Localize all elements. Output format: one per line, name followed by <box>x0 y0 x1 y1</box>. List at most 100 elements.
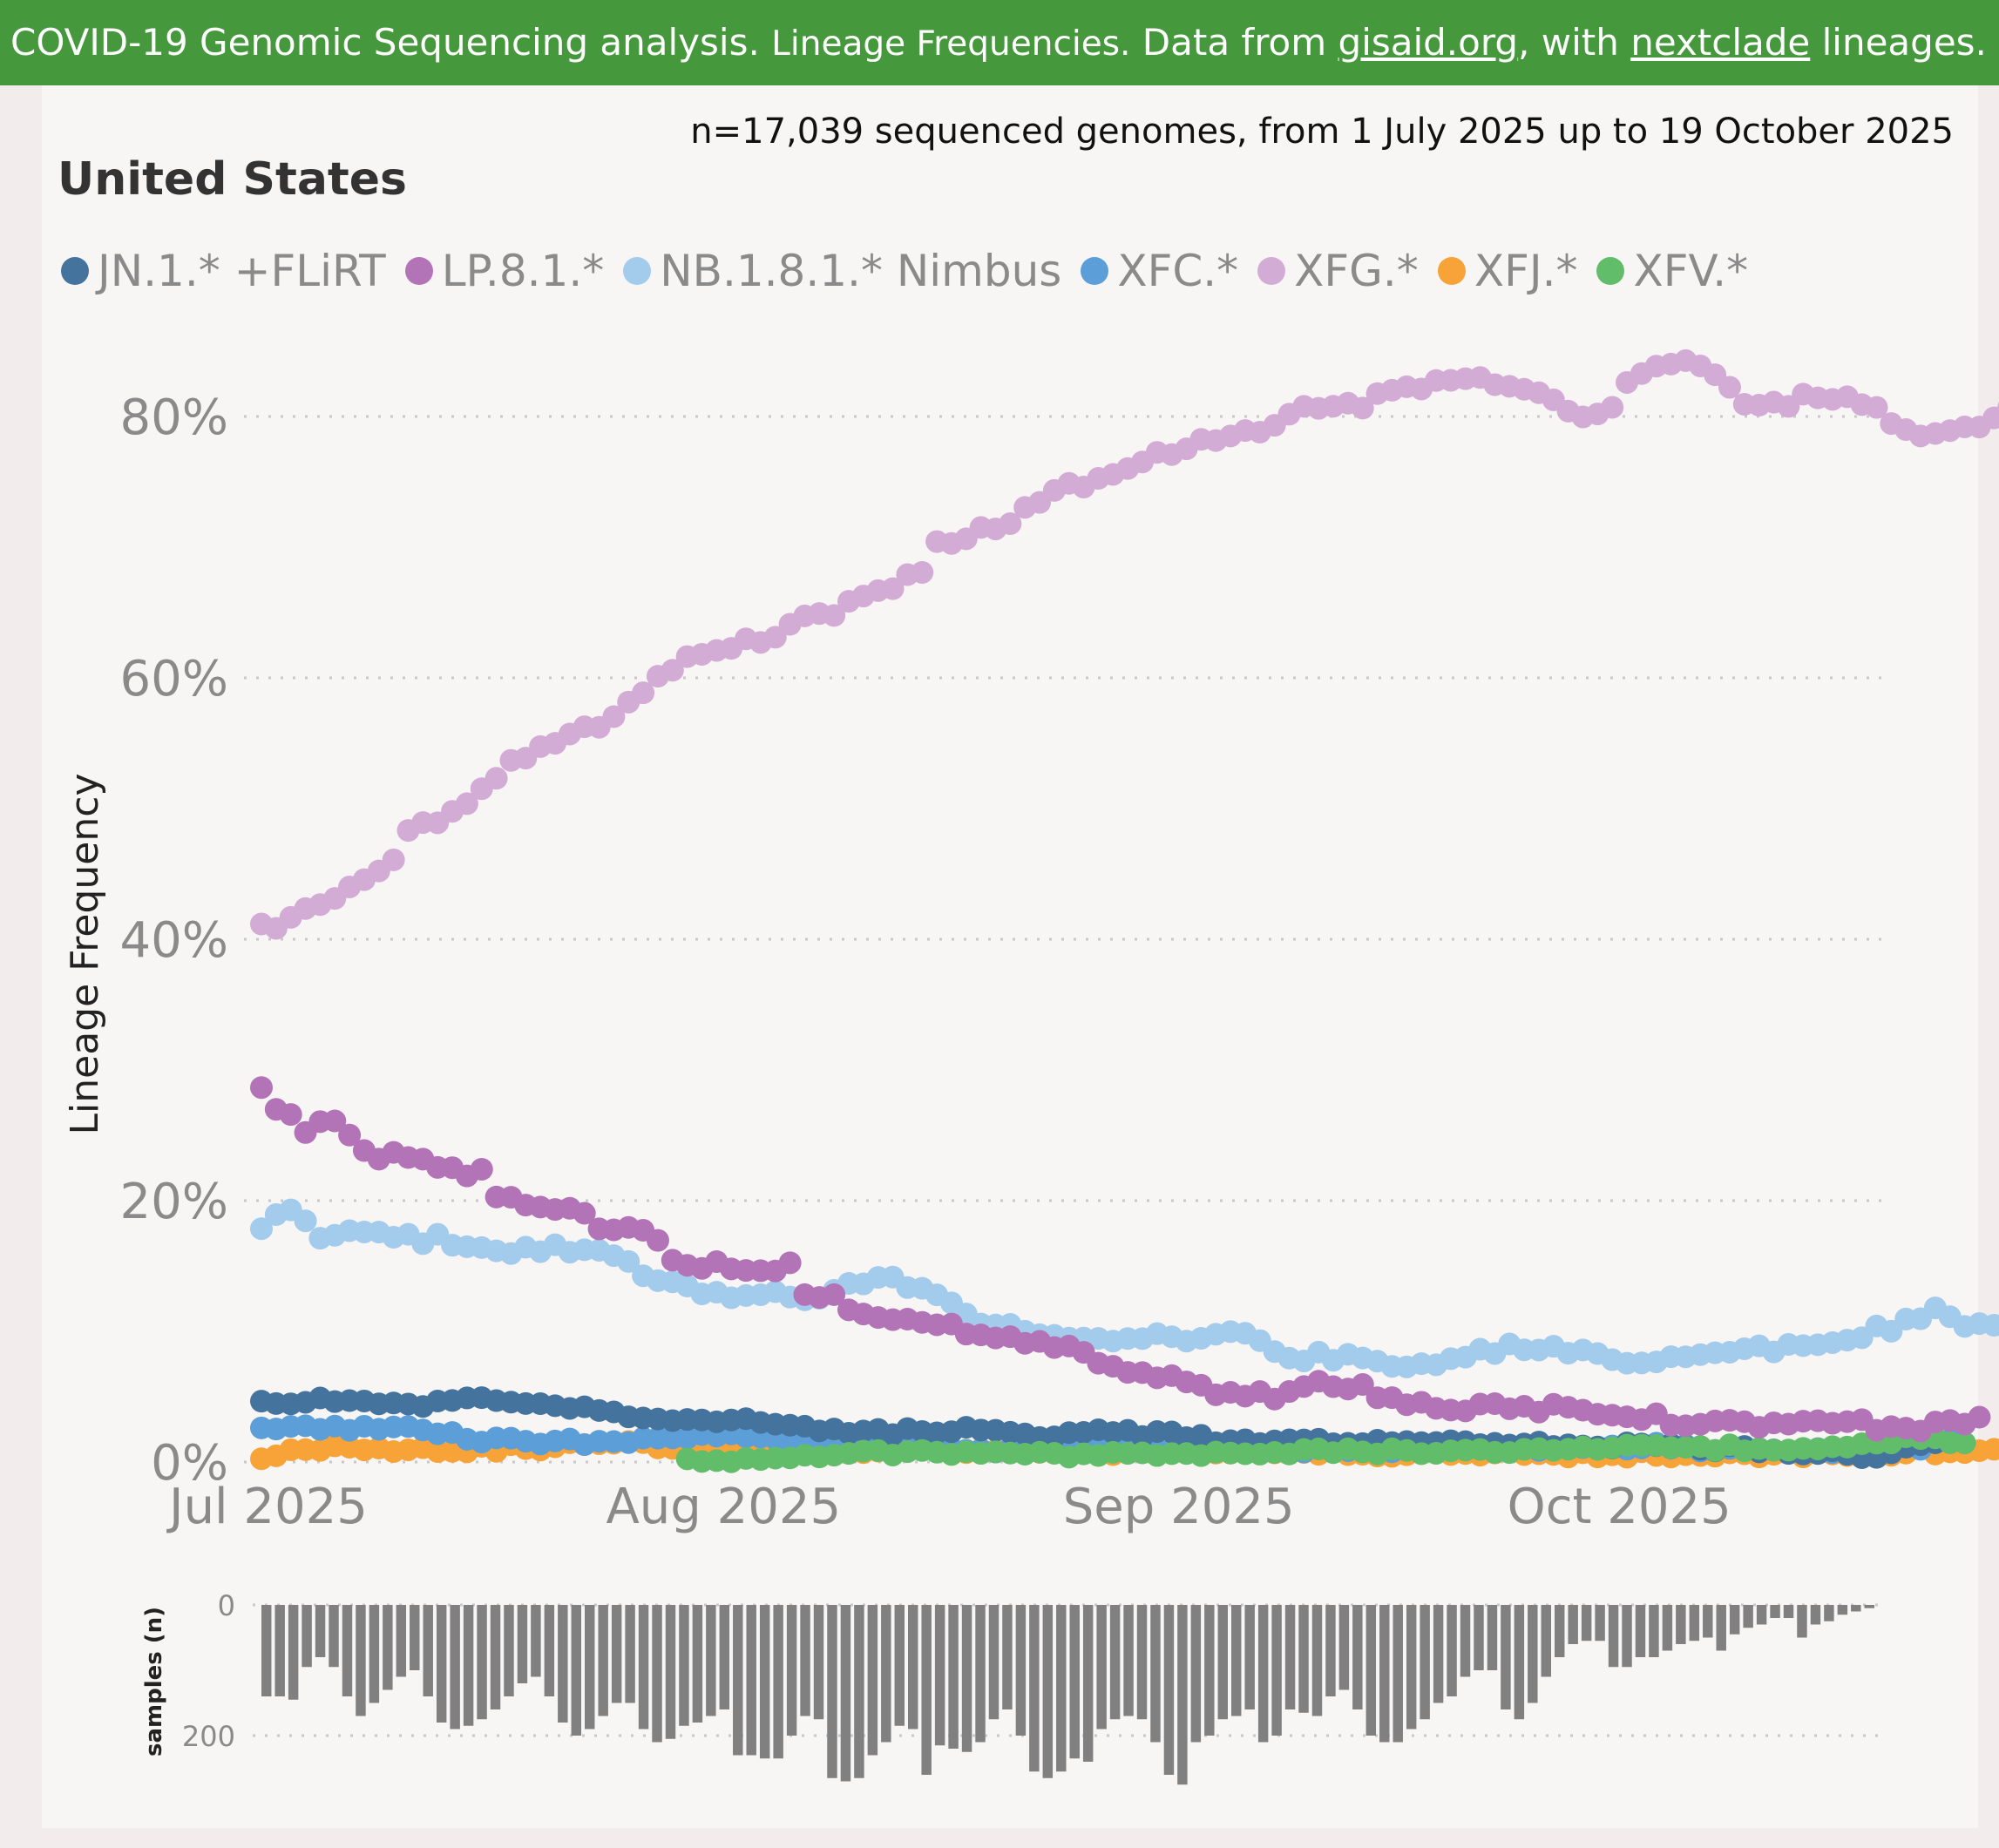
legend-marker <box>623 257 652 285</box>
sample-bar <box>1338 1605 1350 1690</box>
sample-bar <box>1204 1605 1215 1736</box>
point-nb-1-8-1-nimbus <box>617 1249 640 1273</box>
legend-item[interactable]: XFV.* <box>1596 246 1748 296</box>
sample-bar <box>504 1605 514 1696</box>
point-lp-8-1 <box>338 1123 362 1147</box>
point-xfg <box>632 681 655 705</box>
sample-bar <box>1501 1605 1511 1709</box>
sample-bar <box>800 1605 810 1716</box>
point-xfg <box>911 560 934 584</box>
legend-marker <box>404 257 433 285</box>
legend-item[interactable]: JN.1.* +FLiRT <box>61 246 386 296</box>
x-tick-label: Aug 2025 <box>606 1479 842 1535</box>
sample-bar <box>1810 1605 1821 1625</box>
sample-bar <box>773 1605 783 1759</box>
sample-bar <box>1029 1605 1040 1772</box>
sample-bar <box>1244 1605 1255 1709</box>
sample-bar <box>1743 1605 1753 1628</box>
sample-bar <box>894 1605 905 1726</box>
point-lp-8-1 <box>823 1283 846 1306</box>
legend: JN.1.* +FLiRT LP.8.1.* NB.1.8.1.* Nimbus… <box>61 240 1767 301</box>
sample-bar <box>1271 1605 1282 1736</box>
sample-bar <box>1325 1605 1336 1696</box>
gisaid-link[interactable]: gisaid.org <box>1338 21 1519 64</box>
sample-bar <box>1689 1605 1700 1642</box>
sample-bar <box>1069 1605 1080 1759</box>
sample-bar <box>1797 1605 1807 1638</box>
point-lp-8-1 <box>778 1251 802 1275</box>
sample-bar <box>1729 1605 1740 1635</box>
legend-marker <box>1437 257 1466 285</box>
sample-bar <box>1217 1605 1228 1720</box>
legend-item[interactable]: LP.8.1.* <box>404 246 604 296</box>
bars-y-tick-label: 200 <box>182 1720 235 1753</box>
legend-label: XFJ.* <box>1474 246 1578 296</box>
sample-bar <box>1649 1605 1659 1657</box>
sample-bar <box>1177 1605 1188 1785</box>
sample-bar <box>746 1605 756 1756</box>
point-lp-8-1 <box>1351 1373 1374 1397</box>
sample-bar <box>1824 1605 1834 1621</box>
sample-bar <box>356 1605 366 1716</box>
sample-bar <box>1056 1605 1067 1772</box>
sample-bar <box>369 1605 380 1703</box>
sample-bar <box>1770 1605 1780 1618</box>
y-tick-label: 40% <box>120 912 228 969</box>
sample-bar <box>1002 1605 1013 1709</box>
sample-bar <box>1257 1605 1269 1743</box>
sample-bar <box>598 1605 608 1716</box>
sample-bar <box>625 1605 635 1703</box>
sample-bar <box>450 1605 460 1730</box>
sample-bar <box>692 1605 703 1723</box>
legend-item[interactable]: XFJ.* <box>1437 246 1578 296</box>
legend-marker <box>1257 257 1286 285</box>
sample-bar <box>436 1605 447 1723</box>
sample-bar <box>1555 1605 1565 1657</box>
sample-bar <box>1716 1605 1726 1651</box>
sample-bar <box>1284 1605 1296 1709</box>
point-xfg <box>455 792 478 816</box>
sample-bar <box>410 1605 420 1670</box>
sample-bar <box>1082 1605 1094 1762</box>
sample-bar <box>1042 1605 1054 1778</box>
sample-bar <box>1379 1605 1390 1743</box>
genome-count-subtitle: n=17,039 sequenced genomes, from 1 July … <box>690 112 1954 152</box>
point-lp-8-1 <box>323 1109 347 1133</box>
sample-bar <box>1190 1605 1202 1743</box>
sample-bar <box>1298 1605 1309 1713</box>
sample-bar <box>1474 1605 1484 1670</box>
point-xfg <box>999 511 1022 535</box>
sample-bar <box>1541 1605 1551 1677</box>
sample-bar <box>975 1605 986 1743</box>
sample-bar <box>463 1605 474 1726</box>
sample-bar <box>1864 1605 1874 1608</box>
sample-bar <box>1352 1605 1363 1709</box>
legend-label: XFG.* <box>1294 246 1419 296</box>
legend-item[interactable]: XFG.* <box>1257 246 1419 296</box>
x-tick-label: Oct 2025 <box>1508 1479 1731 1535</box>
sample-bar <box>315 1605 326 1657</box>
point-xfg <box>1351 396 1374 420</box>
legend-item[interactable]: NB.1.8.1.* Nimbus <box>623 246 1061 296</box>
sample-bar <box>733 1605 743 1756</box>
sample-bar <box>706 1605 716 1716</box>
sample-bar <box>1635 1605 1646 1657</box>
sample-bar <box>517 1605 528 1683</box>
region-title: United States <box>58 153 407 206</box>
point-xfg <box>1865 396 1888 419</box>
sample-bar <box>1096 1605 1107 1730</box>
bars-y-axis-label: samples (n) <box>141 1607 167 1757</box>
sample-bar <box>786 1605 797 1736</box>
legend-item[interactable]: XFC.* <box>1081 246 1238 296</box>
sample-bar <box>288 1605 299 1700</box>
sample-bar <box>840 1605 851 1782</box>
sample-bar <box>934 1605 945 1746</box>
point-xfj <box>1982 1438 1999 1461</box>
sample-bar <box>571 1605 581 1736</box>
sample-bar <box>638 1605 649 1730</box>
sample-bar <box>1365 1605 1377 1736</box>
point-lp-8-1 <box>250 1076 273 1100</box>
sample-bar <box>1123 1605 1134 1716</box>
nextclade-link[interactable]: nextclade <box>1630 21 1811 64</box>
